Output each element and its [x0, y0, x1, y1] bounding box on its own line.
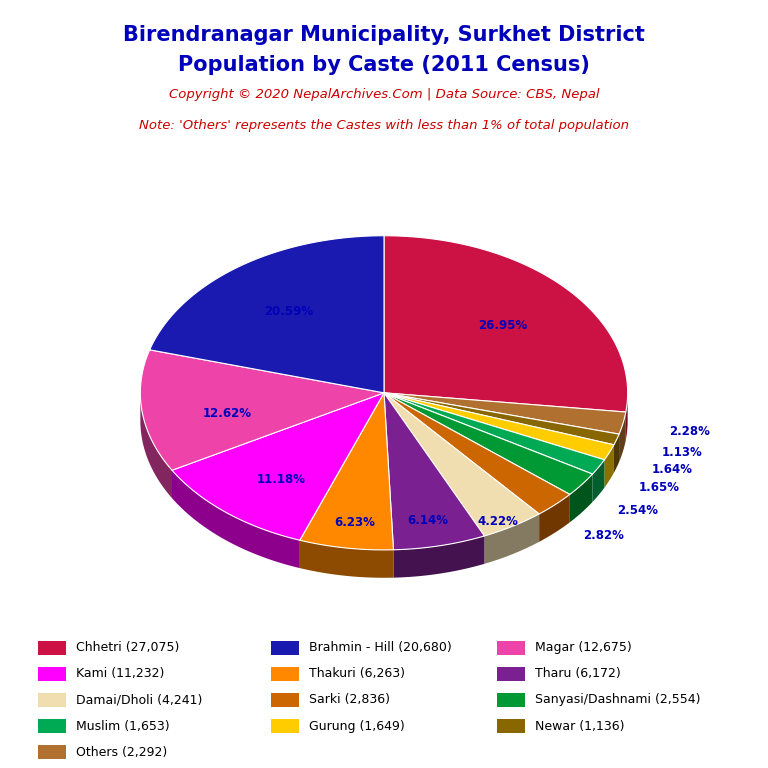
Bar: [38, 719, 66, 733]
Bar: [497, 667, 525, 680]
Text: Muslim (1,653): Muslim (1,653): [76, 720, 170, 733]
Text: 2.54%: 2.54%: [617, 504, 657, 517]
Text: 12.62%: 12.62%: [202, 407, 251, 420]
Text: Magar (12,675): Magar (12,675): [535, 641, 632, 654]
Bar: [271, 719, 300, 733]
Bar: [38, 667, 66, 680]
Polygon shape: [539, 495, 570, 542]
Text: Others (2,292): Others (2,292): [76, 746, 167, 759]
Polygon shape: [172, 392, 384, 540]
Text: 2.28%: 2.28%: [670, 425, 710, 439]
Polygon shape: [626, 393, 627, 440]
Text: 1.13%: 1.13%: [661, 446, 702, 459]
Text: 4.22%: 4.22%: [477, 515, 518, 528]
Polygon shape: [300, 540, 393, 578]
Text: Note: 'Others' represents the Castes with less than 1% of total population: Note: 'Others' represents the Castes wit…: [139, 119, 629, 132]
Polygon shape: [300, 392, 393, 550]
Bar: [497, 693, 525, 707]
Bar: [497, 719, 525, 733]
Text: Thakuri (6,263): Thakuri (6,263): [309, 667, 405, 680]
Polygon shape: [593, 460, 604, 502]
Polygon shape: [604, 445, 614, 488]
Polygon shape: [614, 434, 619, 472]
Bar: [38, 693, 66, 707]
Polygon shape: [141, 393, 172, 498]
Polygon shape: [384, 392, 539, 536]
Polygon shape: [619, 412, 626, 462]
Polygon shape: [141, 349, 384, 470]
Polygon shape: [384, 392, 619, 445]
Text: Chhetri (27,075): Chhetri (27,075): [76, 641, 179, 654]
Text: Newar (1,136): Newar (1,136): [535, 720, 624, 733]
Bar: [38, 641, 66, 654]
Text: 1.64%: 1.64%: [652, 462, 693, 475]
Text: Damai/Dholi (4,241): Damai/Dholi (4,241): [76, 694, 202, 707]
Text: Birendranagar Municipality, Surkhet District: Birendranagar Municipality, Surkhet Dist…: [123, 25, 645, 45]
Polygon shape: [384, 236, 627, 412]
Polygon shape: [570, 474, 593, 522]
Text: Kami (11,232): Kami (11,232): [76, 667, 164, 680]
Polygon shape: [485, 514, 539, 564]
Text: Sanyasi/Dashnami (2,554): Sanyasi/Dashnami (2,554): [535, 694, 700, 707]
Text: 11.18%: 11.18%: [257, 472, 306, 485]
Text: 6.14%: 6.14%: [407, 514, 449, 527]
Polygon shape: [384, 392, 614, 460]
Text: 6.23%: 6.23%: [334, 515, 375, 528]
Polygon shape: [384, 392, 604, 474]
Polygon shape: [384, 392, 593, 495]
Polygon shape: [384, 392, 570, 514]
Polygon shape: [384, 392, 626, 434]
Text: Population by Caste (2011 Census): Population by Caste (2011 Census): [178, 55, 590, 75]
Text: 2.82%: 2.82%: [583, 529, 624, 542]
Bar: [271, 667, 300, 680]
Text: Brahmin - Hill (20,680): Brahmin - Hill (20,680): [309, 641, 452, 654]
Bar: [497, 641, 525, 654]
Text: Gurung (1,649): Gurung (1,649): [309, 720, 405, 733]
Polygon shape: [384, 392, 485, 550]
Bar: [271, 641, 300, 654]
Polygon shape: [150, 236, 384, 392]
Text: 20.59%: 20.59%: [264, 305, 313, 318]
Polygon shape: [172, 470, 300, 568]
Text: Copyright © 2020 NepalArchives.Com | Data Source: CBS, Nepal: Copyright © 2020 NepalArchives.Com | Dat…: [169, 88, 599, 101]
Text: 1.65%: 1.65%: [638, 482, 680, 495]
Text: Sarki (2,836): Sarki (2,836): [309, 694, 390, 707]
Polygon shape: [393, 536, 485, 578]
Bar: [271, 693, 300, 707]
Text: 26.95%: 26.95%: [478, 319, 528, 332]
Bar: [38, 745, 66, 760]
Text: Tharu (6,172): Tharu (6,172): [535, 667, 621, 680]
